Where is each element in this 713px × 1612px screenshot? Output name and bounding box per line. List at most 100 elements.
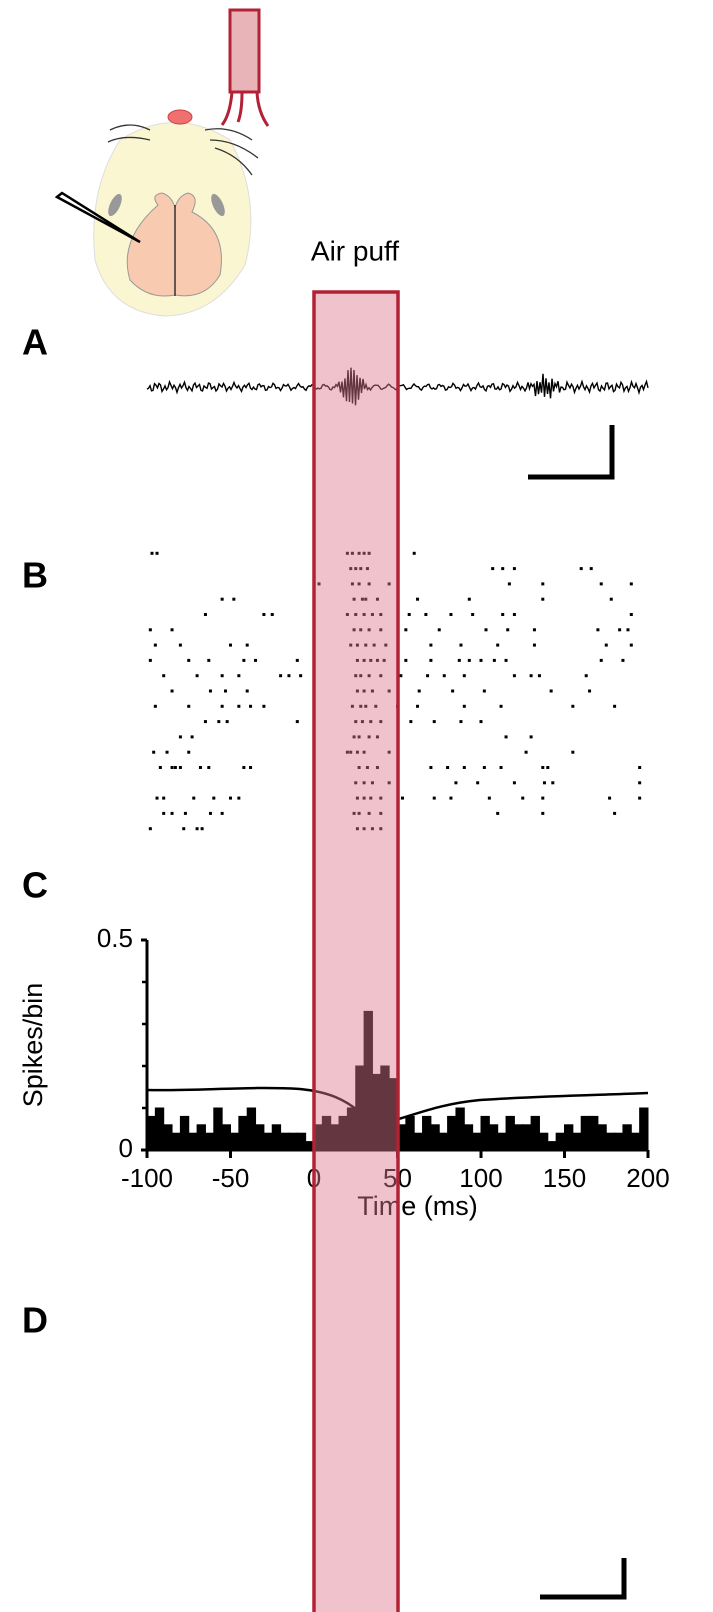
histogram-bar — [497, 1132, 507, 1151]
spike-dot — [387, 582, 391, 586]
histogram-bar — [572, 1132, 582, 1151]
spike-dot — [417, 689, 421, 693]
spike-dot — [467, 597, 471, 601]
spike-dot — [350, 582, 354, 586]
spike-dot — [484, 628, 488, 632]
y-tick-label: 0.5 — [97, 923, 133, 953]
spike-dot — [203, 613, 207, 616]
x-tick-label: 100 — [459, 1163, 502, 1193]
histogram-bar — [163, 1124, 173, 1151]
spike-dot — [404, 658, 408, 662]
spike-dot — [354, 720, 358, 724]
spike-dot — [148, 628, 152, 632]
histogram-bar — [630, 1132, 641, 1151]
spike-dot — [362, 796, 366, 800]
spike-dot — [362, 551, 366, 555]
spike-dot — [524, 750, 528, 754]
spike-dot — [354, 567, 358, 571]
spike-dot — [220, 811, 224, 815]
spike-dot — [359, 628, 363, 632]
histogram-bar — [455, 1107, 465, 1151]
spike-dot — [379, 796, 383, 800]
y-tick-label: 0 — [119, 1133, 133, 1163]
spike-dot — [355, 689, 359, 693]
spike-dot — [541, 811, 545, 815]
spike-dot — [357, 735, 361, 739]
spike-dot — [504, 735, 508, 739]
spike-dot — [370, 781, 374, 785]
spike-dot — [217, 720, 221, 724]
spike-dot — [287, 674, 291, 678]
spike-dot — [170, 766, 174, 769]
spike-dot — [479, 658, 483, 662]
spike-dot — [208, 689, 212, 693]
spike-dot — [416, 704, 420, 708]
spike-dot — [491, 567, 495, 571]
histogram-bar — [589, 1115, 599, 1151]
spike-dot — [357, 766, 361, 769]
spike-dot — [638, 781, 642, 785]
spike-dot — [384, 643, 388, 647]
spike-dot — [629, 582, 633, 586]
scale-bar — [528, 425, 615, 480]
spike-dot — [203, 720, 207, 724]
histogram-bar — [230, 1132, 240, 1151]
spike-dot — [496, 811, 500, 815]
histogram-bar — [564, 1124, 574, 1151]
spike-dot — [499, 766, 503, 769]
panel-label: A — [22, 322, 48, 363]
spike-dot — [379, 613, 383, 616]
spike-dot — [638, 766, 642, 769]
spike-dot — [187, 750, 191, 754]
spike-dot — [379, 720, 383, 724]
spike-dot — [352, 735, 356, 739]
scale-bar — [540, 1558, 627, 1600]
spike-dot — [382, 658, 386, 662]
spike-dot — [262, 613, 266, 616]
spike-dot — [360, 597, 364, 601]
spike-dot — [462, 674, 466, 678]
spike-dot — [416, 597, 420, 601]
spike-dot — [352, 597, 356, 601]
spike-dot — [604, 643, 608, 647]
spike-dot — [229, 643, 232, 647]
spike-dot — [412, 551, 416, 555]
spike-dot — [579, 567, 583, 571]
histogram-bar — [580, 1115, 591, 1151]
spike-dot — [367, 551, 371, 555]
histogram-bar — [597, 1124, 607, 1151]
histogram-bar — [605, 1132, 616, 1151]
spike-dot — [442, 674, 446, 678]
spike-dot — [254, 658, 258, 662]
spike-dot — [367, 735, 371, 739]
spike-dot — [454, 781, 458, 785]
spike-dot — [451, 689, 455, 693]
spike-dot — [537, 674, 541, 678]
spike-dot — [170, 811, 174, 815]
spike-dot — [546, 766, 550, 769]
spike-dot — [170, 689, 174, 693]
spike-dot — [357, 582, 361, 586]
spike-dot — [501, 613, 505, 616]
spike-dot — [541, 597, 545, 601]
histogram-bar — [179, 1115, 190, 1151]
spike-dot — [365, 567, 369, 571]
spike-dot — [404, 628, 408, 632]
spike-dot — [195, 674, 199, 678]
spike-dot — [551, 781, 555, 785]
spike-dot — [357, 551, 361, 555]
x-tick-label: 150 — [543, 1163, 586, 1193]
spike-dot — [432, 720, 436, 724]
histogram-bar — [263, 1132, 273, 1151]
x-axis-label: Time (ms) — [357, 1191, 477, 1221]
spike-dot — [364, 643, 368, 647]
panel-label: C — [22, 865, 48, 906]
spike-dot — [512, 567, 516, 571]
histogram-bar — [505, 1115, 515, 1151]
spike-dot — [638, 796, 642, 800]
spike-dot — [387, 781, 391, 785]
histogram-bar — [430, 1124, 440, 1151]
spike-dot — [613, 704, 617, 708]
spike-dot — [220, 704, 224, 708]
